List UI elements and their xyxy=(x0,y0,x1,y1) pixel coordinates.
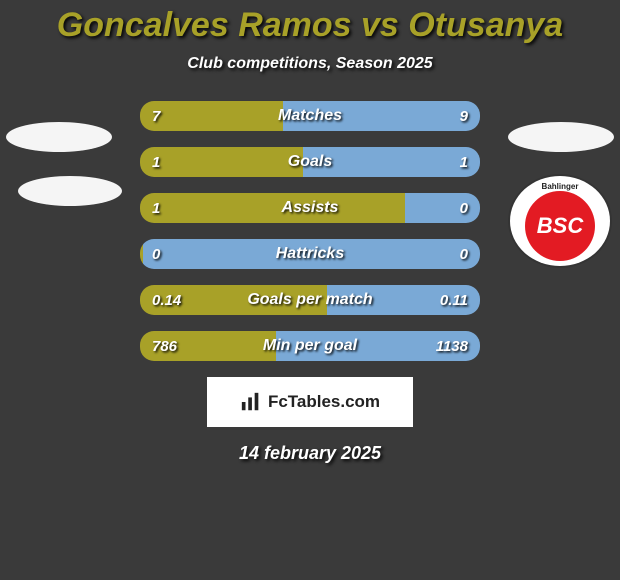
stat-right-value: 0.11 xyxy=(428,285,480,315)
bar-right xyxy=(143,239,480,269)
stat-right-value: 0 xyxy=(448,239,480,269)
bar-track xyxy=(140,193,480,223)
bar-track xyxy=(140,147,480,177)
left-player-badge-1 xyxy=(6,122,112,152)
right-club-logo-icon: BSC xyxy=(525,191,595,261)
stat-right-value: 0 xyxy=(448,193,480,223)
right-player-badge-1 xyxy=(508,122,614,152)
stat-row-assists: 1 0 Assists xyxy=(140,193,480,223)
right-club-name-top: Bahlinger xyxy=(525,182,595,191)
stat-left-value: 1 xyxy=(140,193,172,223)
page-title: Goncalves Ramos vs Otusanya xyxy=(0,0,620,45)
footer-date: 14 february 2025 xyxy=(0,443,620,464)
branding-banner: FcTables.com xyxy=(207,377,413,427)
page-subtitle: Club competitions, Season 2025 xyxy=(0,55,620,73)
stat-left-value: 0 xyxy=(140,239,172,269)
stat-left-value: 7 xyxy=(140,101,172,131)
left-player-badge-2 xyxy=(18,176,122,206)
stat-right-value: 9 xyxy=(448,101,480,131)
stat-row-hattricks: 0 0 Hattricks xyxy=(140,239,480,269)
bar-track xyxy=(140,239,480,269)
stat-right-value: 1 xyxy=(448,147,480,177)
stat-right-value: 1138 xyxy=(424,331,480,361)
stat-row-matches: 7 9 Matches xyxy=(140,101,480,131)
branding-text: FcTables.com xyxy=(268,392,380,412)
bar-left xyxy=(140,193,405,223)
stat-left-value: 1 xyxy=(140,147,172,177)
stat-row-min-per-goal: 786 1138 Min per goal xyxy=(140,331,480,361)
stat-left-value: 0.14 xyxy=(140,285,193,315)
bar-track xyxy=(140,101,480,131)
chart-icon xyxy=(240,391,262,413)
right-club-badge: Bahlinger BSC xyxy=(510,176,610,266)
stat-row-goals: 1 1 Goals xyxy=(140,147,480,177)
stat-row-goals-per-match: 0.14 0.11 Goals per match xyxy=(140,285,480,315)
stat-left-value: 786 xyxy=(140,331,189,361)
